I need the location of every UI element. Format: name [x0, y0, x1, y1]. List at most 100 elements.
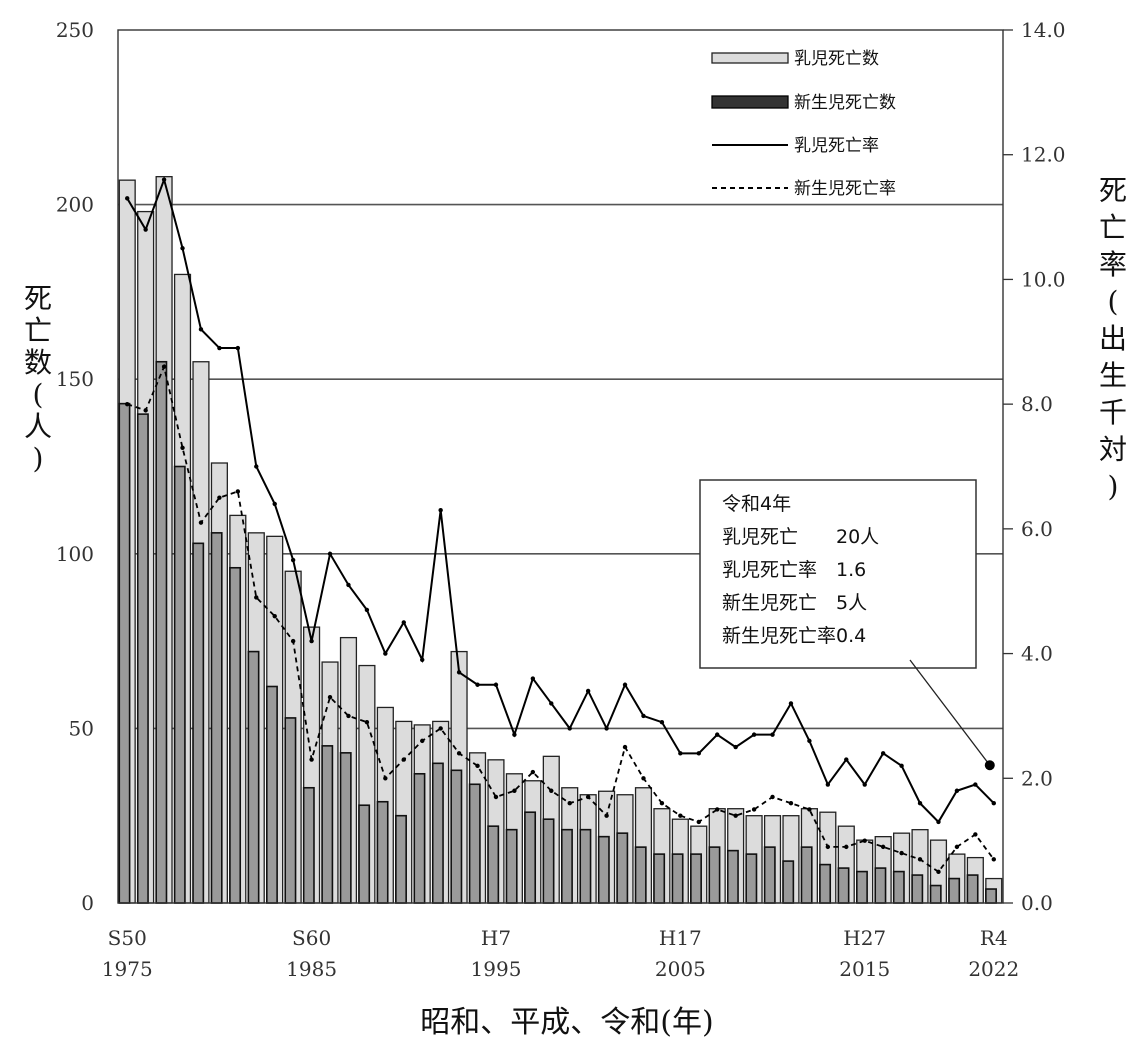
bar-neonatal-deaths — [302, 786, 315, 904]
annotation-line: 新生児死亡率0.4 — [722, 625, 866, 647]
point-neonatal-mortality-rate — [825, 844, 831, 850]
point-infant-mortality-rate — [475, 682, 480, 687]
left-axis-label: 数 — [24, 346, 52, 379]
bar-neonatal-deaths — [358, 804, 371, 904]
point-infant-mortality-rate — [991, 801, 996, 806]
point-infant-mortality-rate — [327, 551, 333, 556]
x-tick-era: R4 — [980, 926, 1008, 950]
point-infant-mortality-rate — [604, 726, 609, 731]
point-infant-mortality-rate — [143, 227, 148, 232]
point-neonatal-mortality-rate — [493, 794, 499, 800]
left-axis-label: ) — [33, 442, 44, 475]
point-infant-mortality-rate — [512, 732, 517, 737]
bar-neonatal-deaths — [985, 888, 997, 904]
point-neonatal-mortality-rate — [770, 794, 775, 800]
bar-neonatal-deaths — [450, 769, 463, 904]
x-tick-era: S60 — [292, 926, 331, 950]
legend-label: 新生児死亡数 — [794, 93, 896, 113]
point-infant-mortality-rate — [751, 732, 757, 737]
right-tick-label: 4.0 — [1021, 642, 1053, 666]
point-infant-mortality-rate — [622, 682, 628, 687]
annotation-line: 新生児死亡 5人 — [722, 592, 867, 614]
point-infant-mortality-rate — [936, 819, 941, 825]
bar-neonatal-deaths — [726, 849, 739, 904]
point-neonatal-mortality-rate — [733, 813, 738, 818]
point-infant-mortality-rate — [383, 651, 388, 656]
point-neonatal-mortality-rate — [290, 638, 296, 644]
point-neonatal-mortality-rate — [715, 807, 720, 812]
bar-neonatal-deaths — [321, 745, 334, 904]
left-axis-label: 死 — [24, 282, 52, 315]
right-axis-label: 対 — [1099, 433, 1127, 466]
point-infant-mortality-rate — [272, 501, 277, 507]
right-tick-label: 6.0 — [1021, 517, 1053, 541]
point-infant-mortality-rate — [438, 507, 443, 513]
line-series — [125, 176, 996, 875]
point-infant-mortality-rate — [456, 670, 462, 675]
left-tick-label: 100 — [56, 542, 94, 566]
bar-neonatal-deaths — [616, 832, 629, 904]
right-axis-label: 死 — [1099, 174, 1127, 207]
bar-neonatal-deaths — [505, 828, 518, 904]
point-infant-mortality-rate — [899, 763, 904, 769]
point-infant-mortality-rate — [180, 246, 185, 251]
right-axis-label: 千 — [1099, 396, 1127, 429]
legend-swatch-neonatal-deaths — [711, 95, 789, 109]
point-infant-mortality-rate — [585, 688, 591, 694]
bar-neonatal-deaths — [800, 846, 813, 904]
legend-label: 乳児死亡数 — [794, 49, 879, 69]
point-neonatal-mortality-rate — [254, 595, 259, 600]
left-tick-label: 150 — [56, 367, 94, 391]
point-infant-mortality-rate — [364, 607, 370, 613]
point-infant-mortality-rate — [696, 751, 701, 756]
point-infant-mortality-rate — [290, 557, 296, 563]
x-tick-era: H7 — [481, 926, 511, 950]
point-infant-mortality-rate — [770, 732, 775, 737]
point-infant-mortality-rate — [807, 738, 812, 744]
point-infant-mortality-rate — [954, 788, 960, 793]
point-neonatal-mortality-rate — [659, 801, 665, 806]
point-neonatal-mortality-rate — [383, 776, 388, 781]
point-infant-mortality-rate — [788, 701, 794, 706]
point-infant-mortality-rate — [567, 726, 572, 731]
left-tick-label: 200 — [56, 193, 94, 217]
point-neonatal-mortality-rate — [844, 844, 849, 850]
annotation-line: 令和4年 — [722, 493, 791, 515]
x-tick-era: H17 — [659, 926, 702, 950]
right-tick-label: 14.0 — [1021, 18, 1066, 42]
bar-neonatal-deaths — [173, 465, 186, 904]
point-infant-mortality-rate — [198, 327, 204, 332]
bar-series — [118, 176, 1003, 904]
left-tick-label: 250 — [56, 18, 94, 42]
point-neonatal-mortality-rate — [309, 757, 314, 762]
x-tick-era: H27 — [843, 926, 886, 950]
x-tick-year: 1975 — [102, 957, 153, 981]
bar-neonatal-deaths — [653, 853, 666, 904]
point-neonatal-mortality-rate — [954, 844, 960, 850]
left-tick-label: 0 — [81, 891, 94, 915]
point-infant-mortality-rate — [401, 620, 406, 625]
right-axis-label: 出 — [1099, 322, 1127, 355]
point-neonatal-mortality-rate — [696, 819, 701, 825]
bar-neonatal-deaths — [855, 870, 868, 904]
right-axis-label: 生 — [1099, 359, 1127, 392]
point-neonatal-mortality-rate — [364, 719, 370, 725]
point-neonatal-mortality-rate — [973, 832, 978, 837]
point-neonatal-mortality-rate — [161, 364, 167, 369]
bar-neonatal-deaths — [819, 863, 832, 904]
point-neonatal-mortality-rate — [327, 695, 333, 700]
point-neonatal-mortality-rate — [880, 844, 886, 850]
point-neonatal-mortality-rate — [420, 738, 425, 744]
bar-neonatal-deaths — [892, 870, 905, 904]
bar-neonatal-deaths — [782, 860, 795, 904]
bar-neonatal-deaths — [966, 874, 979, 904]
bar-neonatal-deaths — [560, 828, 573, 904]
right-tick-label: 12.0 — [1021, 143, 1066, 167]
point-neonatal-mortality-rate — [530, 769, 536, 775]
right-tick-label: 0.0 — [1021, 891, 1053, 915]
point-infant-mortality-rate — [715, 732, 720, 737]
